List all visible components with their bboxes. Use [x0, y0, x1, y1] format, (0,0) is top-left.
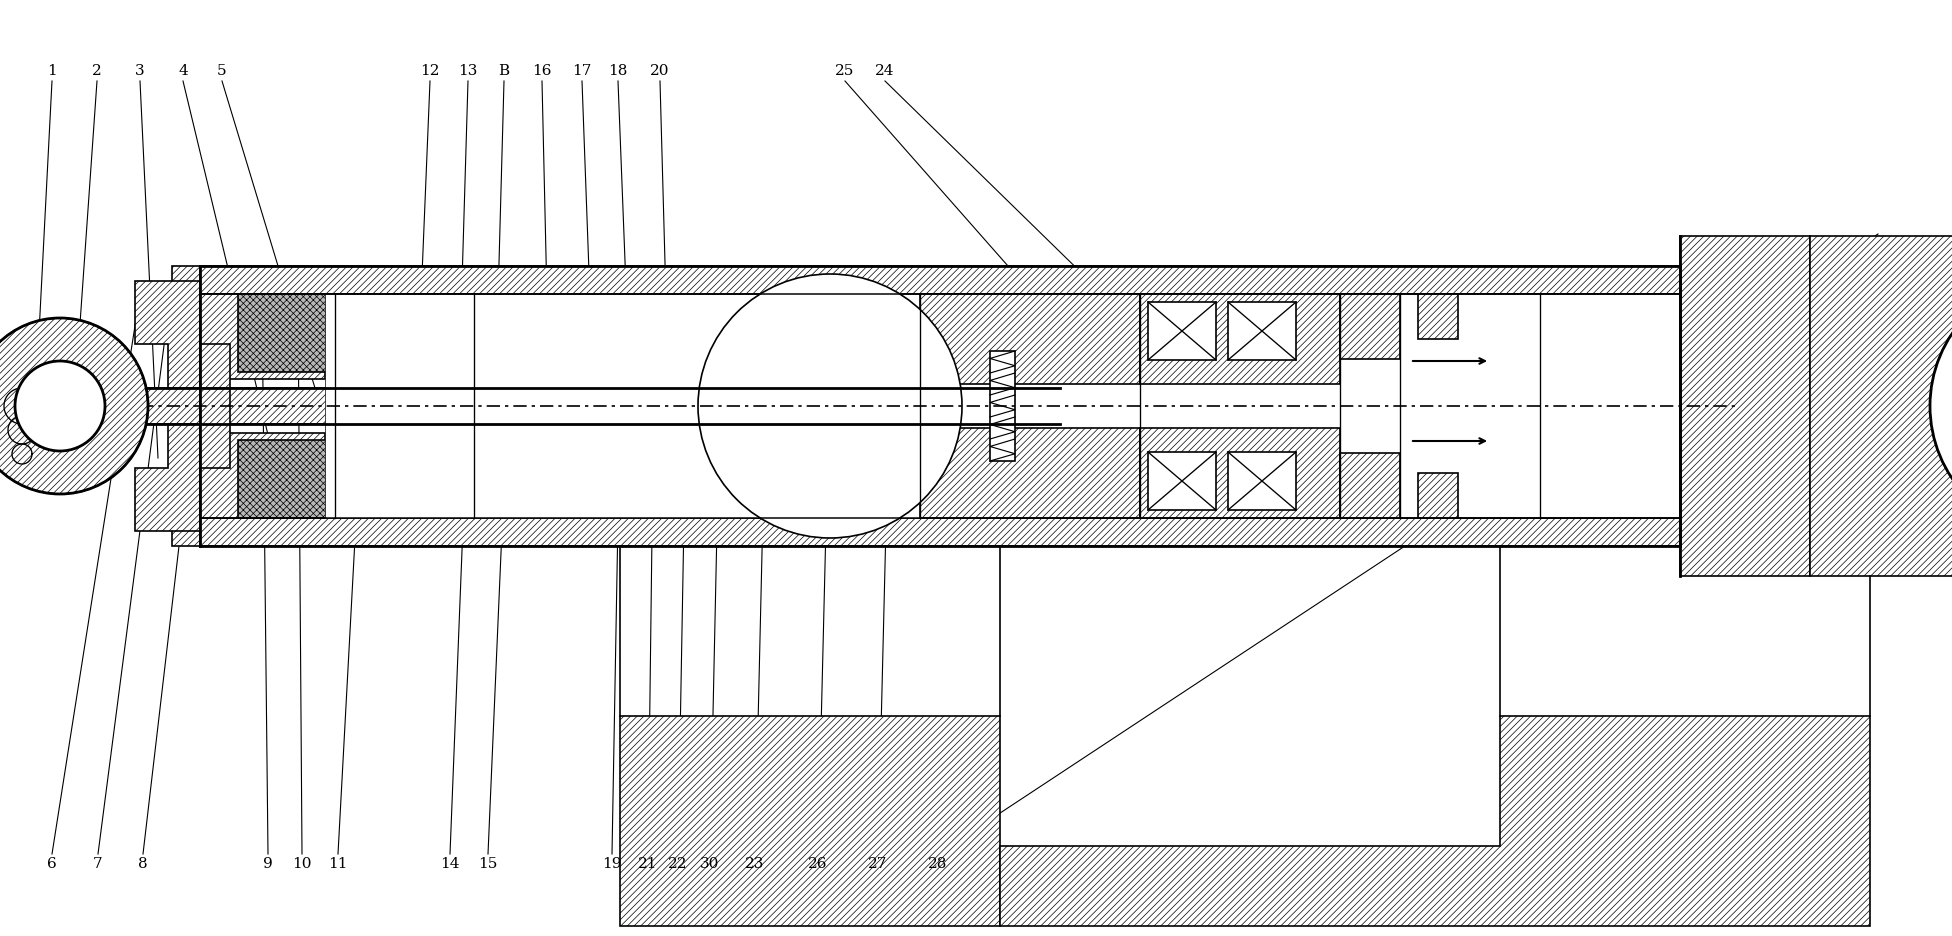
- Bar: [1810, 236, 1952, 576]
- Bar: [990, 351, 1015, 461]
- Bar: [1228, 302, 1296, 360]
- Bar: [1681, 236, 1810, 576]
- Text: B: B: [498, 64, 509, 78]
- Text: 1: 1: [47, 64, 57, 78]
- Bar: [199, 388, 230, 468]
- Bar: [55, 388, 1060, 424]
- Bar: [199, 294, 324, 379]
- Text: 25: 25: [835, 64, 855, 78]
- Text: 20: 20: [650, 64, 670, 78]
- Bar: [324, 294, 1339, 518]
- Circle shape: [0, 318, 148, 494]
- Text: 4: 4: [178, 64, 187, 78]
- Text: 30: 30: [701, 857, 720, 871]
- Circle shape: [16, 361, 105, 451]
- Bar: [199, 266, 1681, 294]
- Bar: [238, 440, 371, 518]
- Text: 15: 15: [478, 857, 498, 871]
- Text: 26: 26: [808, 857, 828, 871]
- Text: 21: 21: [638, 857, 658, 871]
- Bar: [388, 456, 472, 518]
- Polygon shape: [919, 294, 1140, 384]
- Text: 13: 13: [459, 64, 478, 78]
- Polygon shape: [1140, 294, 1339, 384]
- Bar: [388, 294, 472, 356]
- Text: 8: 8: [139, 857, 148, 871]
- Bar: [199, 433, 324, 518]
- Bar: [199, 344, 230, 388]
- Bar: [1228, 452, 1296, 510]
- Polygon shape: [1140, 428, 1339, 518]
- Bar: [1417, 473, 1458, 518]
- Bar: [172, 266, 199, 546]
- Circle shape: [1931, 276, 1952, 536]
- Bar: [1417, 294, 1458, 339]
- Text: 5: 5: [217, 64, 226, 78]
- Text: 28: 28: [929, 857, 947, 871]
- Text: 10: 10: [293, 857, 312, 871]
- Bar: [1148, 302, 1216, 360]
- Polygon shape: [621, 716, 999, 926]
- Text: 24: 24: [874, 64, 894, 78]
- Circle shape: [699, 274, 962, 538]
- Polygon shape: [919, 428, 1140, 518]
- Bar: [199, 518, 1681, 546]
- Bar: [238, 294, 371, 372]
- Polygon shape: [999, 716, 1870, 926]
- Text: 18: 18: [609, 64, 629, 78]
- Polygon shape: [135, 281, 199, 531]
- Text: 19: 19: [603, 857, 623, 871]
- Text: 2: 2: [92, 64, 102, 78]
- Text: 16: 16: [533, 64, 552, 78]
- Bar: [1148, 452, 1216, 510]
- Text: 14: 14: [441, 857, 461, 871]
- Text: 9: 9: [264, 857, 273, 871]
- Bar: [1339, 294, 1681, 518]
- Text: 7: 7: [94, 857, 103, 871]
- Bar: [1339, 294, 1400, 359]
- Text: 23: 23: [746, 857, 765, 871]
- Text: 3: 3: [135, 64, 144, 78]
- Text: 22: 22: [668, 857, 687, 871]
- Text: 11: 11: [328, 857, 347, 871]
- Text: 12: 12: [420, 64, 439, 78]
- Text: 6: 6: [47, 857, 57, 871]
- Text: 17: 17: [572, 64, 591, 78]
- Bar: [1339, 453, 1400, 518]
- Circle shape: [1931, 276, 1952, 536]
- Text: 27: 27: [869, 857, 888, 871]
